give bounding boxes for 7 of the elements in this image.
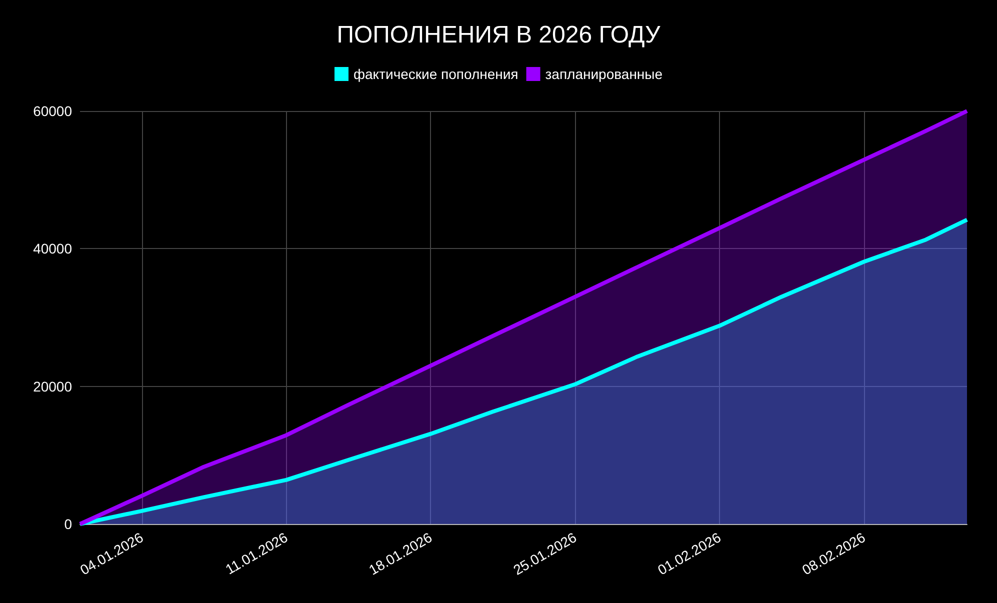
y-tick-label: 60000	[33, 103, 72, 119]
legend-label: фактические пополнения	[353, 66, 518, 82]
y-tick-label: 40000	[33, 240, 72, 257]
chart-title: ПОПОЛНЕНИЯ В 2026 ГОДУ	[336, 22, 662, 48]
legend-label: запланированные	[545, 66, 663, 82]
y-tick-label: 0	[64, 516, 72, 532]
y-tick-label: 20000	[33, 378, 72, 394]
